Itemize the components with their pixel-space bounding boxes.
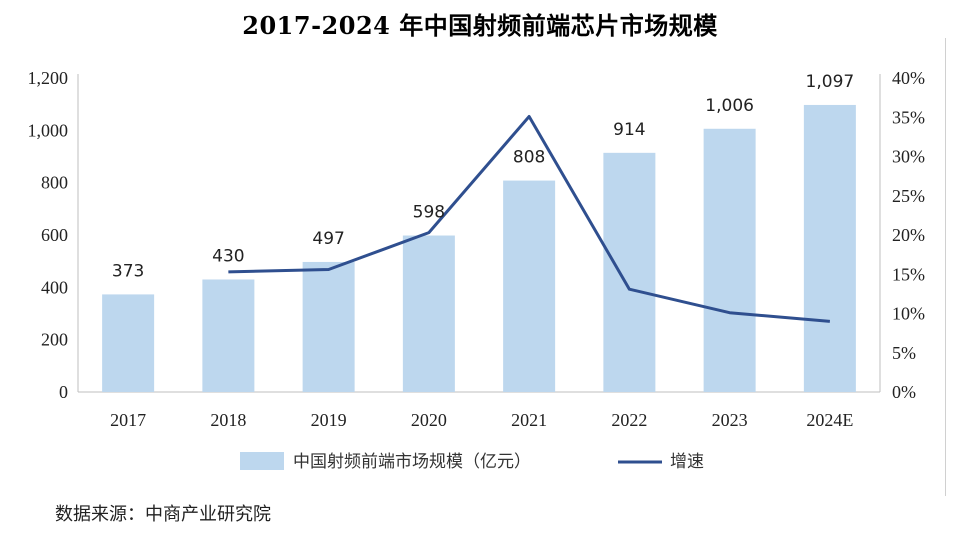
y-right-tick-label: 5%	[892, 343, 916, 363]
y-right-tick-label: 40%	[892, 68, 925, 88]
x-tick-label: 2020	[411, 410, 447, 430]
legend-bar-swatch	[240, 452, 284, 470]
y-right-tick-label: 15%	[892, 264, 925, 284]
right-border-line	[945, 38, 946, 496]
bar	[803, 104, 856, 393]
bar-value-label: 1,097	[806, 72, 855, 92]
legend-line-label: 增速	[670, 452, 704, 472]
y-left-tick-label: 200	[41, 330, 68, 350]
x-tick-label: 2019	[311, 410, 347, 430]
bar	[503, 180, 556, 392]
y-right-tick-label: 20%	[892, 225, 925, 245]
source-note: 数据来源：中商产业研究院	[55, 504, 271, 525]
y-right-tick-label: 25%	[892, 186, 925, 206]
y-left-tick-label: 400	[41, 277, 68, 297]
x-tick-label: 2024E	[806, 410, 853, 430]
bar	[603, 152, 656, 392]
y-right-tick-label: 35%	[892, 107, 925, 127]
x-tick-label: 2018	[210, 410, 246, 430]
chart-title: 2017-2024 年中国射频前端芯片市场规模	[242, 11, 718, 40]
x-tick-label: 2022	[611, 410, 647, 430]
x-tick-label: 2017	[110, 410, 146, 430]
x-tick-label: 2021	[511, 410, 547, 430]
bar-value-label: 373	[112, 261, 144, 281]
y-right-tick-label: 0%	[892, 382, 916, 402]
bar-value-label: 1,006	[705, 96, 754, 116]
bar-value-label: 808	[513, 148, 545, 168]
bar-value-label: 430	[212, 246, 244, 266]
y-left-tick-label: 1,200	[28, 68, 69, 88]
legend-bar-label: 中国射频前端市场规模（亿元）	[293, 452, 531, 472]
x-tick-label: 2023	[712, 410, 748, 430]
bar	[703, 128, 756, 392]
legend: 中国射频前端市场规模（亿元） 增速	[240, 452, 704, 472]
bar	[402, 235, 455, 392]
y-right-tick-label: 30%	[892, 147, 925, 167]
y-left-tick-label: 800	[41, 173, 68, 193]
y-left-tick-label: 600	[41, 225, 68, 245]
y-left-tick-label: 0	[59, 382, 68, 402]
bars	[102, 104, 856, 393]
y-right-tick-label: 10%	[892, 304, 925, 324]
bar	[102, 294, 155, 392]
axes: 0 200 400 600 800 1,000 1,200 0% 5% 10% 15% 20% 25% 3…	[28, 68, 926, 430]
growth-line	[228, 115, 831, 323]
bar	[202, 279, 255, 392]
bar	[302, 261, 355, 392]
bar-value-label: 497	[312, 229, 344, 249]
bar-value-label: 914	[613, 120, 645, 140]
bar-value-label: 598	[413, 203, 445, 223]
data-labels: 373 430 497 598 808 914 1,006 1,097	[112, 72, 854, 281]
y-left-tick-label: 1,000	[28, 120, 69, 140]
